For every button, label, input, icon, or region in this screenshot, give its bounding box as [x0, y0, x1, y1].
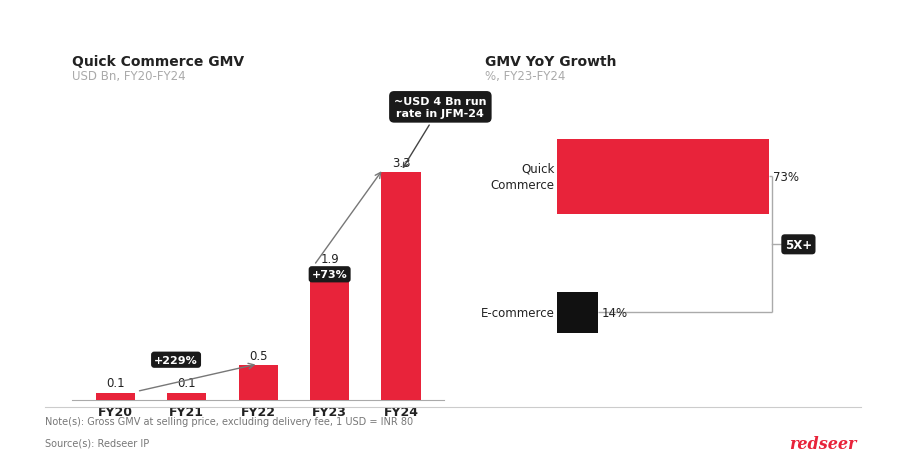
Bar — [238, 366, 278, 400]
Text: 14%: 14% — [602, 307, 628, 319]
Text: %, FY23-FY24: %, FY23-FY24 — [485, 70, 565, 83]
Text: GMV YoY Growth: GMV YoY Growth — [485, 55, 616, 69]
Text: Quick
Commerce: Quick Commerce — [490, 162, 554, 192]
Text: 3.3: 3.3 — [391, 157, 410, 169]
Text: Note(s): Gross GMV at selling price, excluding delivery fee, 1 USD = INR 80: Note(s): Gross GMV at selling price, exc… — [45, 416, 413, 426]
Text: 0.5: 0.5 — [249, 349, 267, 362]
Text: USD Bn, FY20-FY24: USD Bn, FY20-FY24 — [72, 70, 186, 83]
Bar — [557, 292, 598, 333]
Text: ~USD 4 Bn run
rate in JFM-24: ~USD 4 Bn run rate in JFM-24 — [394, 97, 487, 168]
Bar — [557, 139, 769, 214]
Bar — [96, 393, 135, 400]
Bar — [310, 269, 350, 400]
Text: +229%: +229% — [154, 355, 198, 365]
Text: 1.9: 1.9 — [320, 253, 339, 266]
Text: +73%: +73% — [312, 270, 348, 280]
Bar — [167, 393, 207, 400]
Text: redseer: redseer — [789, 435, 856, 452]
Text: 73%: 73% — [773, 170, 799, 183]
Text: 5X+: 5X+ — [785, 238, 812, 251]
Text: Quick Commerce GMV: Quick Commerce GMV — [72, 55, 245, 69]
Text: 0.1: 0.1 — [178, 377, 196, 389]
Bar — [381, 173, 420, 400]
Text: 0.1: 0.1 — [106, 377, 125, 389]
Text: E-commerce: E-commerce — [480, 307, 554, 319]
Text: Source(s): Redseer IP: Source(s): Redseer IP — [45, 437, 149, 447]
